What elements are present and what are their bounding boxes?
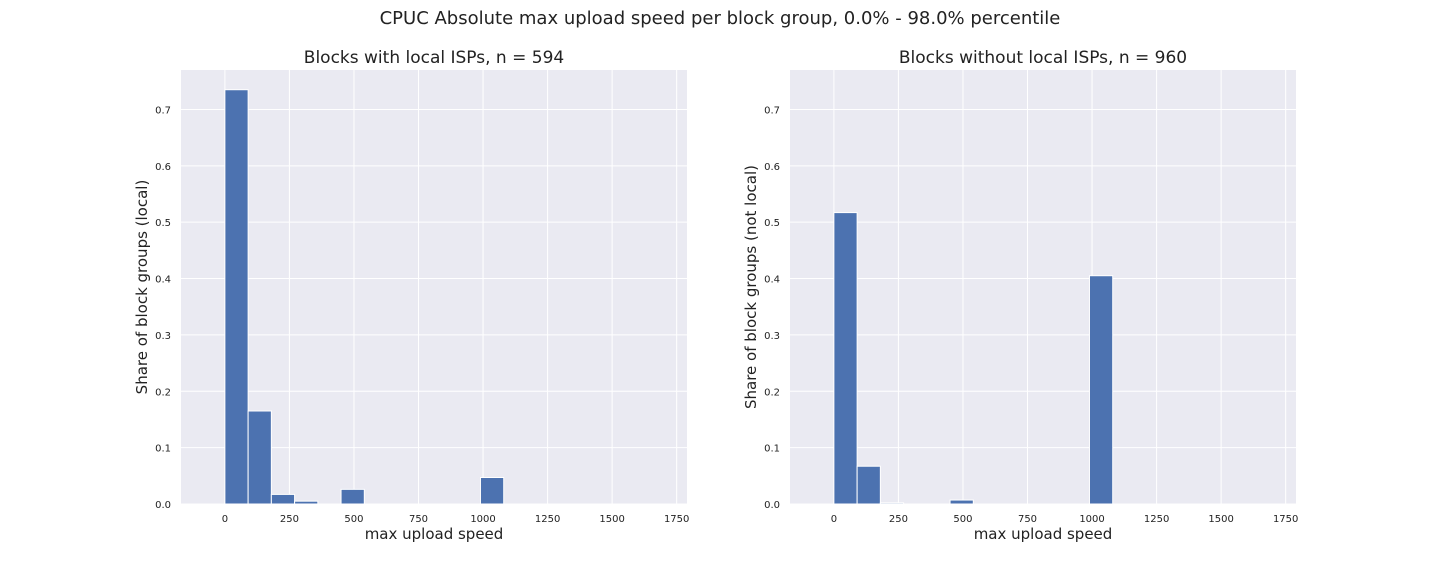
histogram-bar [949, 499, 974, 505]
y-tick-label: 0.2 [764, 387, 780, 398]
x-tick-label: 1750 [1273, 514, 1298, 525]
y-tick-label: 0.1 [155, 444, 171, 455]
x-tick-label: 1000 [1079, 514, 1104, 525]
subplot-title: Blocks with local ISPs, n = 594 [304, 48, 564, 68]
x-tick-label: 500 [953, 514, 972, 525]
histogram-bar [1088, 275, 1114, 505]
y-tick-label: 0.4 [155, 275, 171, 286]
x-tick-label: 750 [409, 514, 428, 525]
y-tick-label: 0.0 [155, 500, 171, 511]
y-tick-label: 0.3 [155, 331, 171, 342]
x-axis-label: max upload speed [974, 525, 1113, 543]
x-tick-label: 0 [222, 514, 228, 525]
y-axis-label: Share of block groups (local) [133, 180, 151, 395]
y-tick-label: 0.1 [764, 444, 780, 455]
subplot-1: 0 250 500 750 1000 1250 1500 1750 0.0 0.1 0.2 0.3 0.… [133, 48, 689, 543]
x-tick-label: 750 [1018, 514, 1037, 525]
y-tick-label: 0.6 [155, 162, 171, 173]
x-tick-label: 1250 [535, 514, 560, 525]
histogram-bar [879, 502, 905, 505]
x-tick-label: 1750 [664, 514, 689, 525]
y-tick-label: 0.2 [155, 387, 171, 398]
subplot-2: 0 250 500 750 1000 1250 1500 1750 0.0 0.1 0.2 0.3 0.… [742, 48, 1298, 543]
x-tick-label: 0 [831, 514, 837, 525]
y-tick-label: 0.3 [764, 331, 780, 342]
histogram-bar [247, 410, 272, 505]
x-tick-label: 250 [280, 514, 299, 525]
x-tick-label: 250 [889, 514, 908, 525]
figure-title: CPUC Absolute max upload speed per block… [379, 8, 1061, 29]
x-tick-label: 500 [344, 514, 363, 525]
y-tick-label: 0.7 [155, 105, 171, 116]
histogram-bar [340, 488, 365, 505]
y-tick-label: 0.4 [764, 275, 780, 286]
histogram-bar [270, 493, 296, 505]
subplot-title: Blocks without local ISPs, n = 960 [899, 48, 1187, 68]
histogram-bar [294, 500, 319, 505]
x-axis-label: max upload speed [365, 525, 504, 543]
x-tick-label: 1500 [599, 514, 624, 525]
plot-area [790, 70, 1296, 504]
y-tick-label: 0.5 [155, 218, 171, 229]
histogram-bar [833, 212, 858, 505]
y-axis-label: Share of block groups (not local) [742, 165, 760, 409]
y-tick-label: 0.6 [764, 162, 780, 173]
histogram-bar [479, 477, 505, 505]
y-tick-label: 0.5 [764, 218, 780, 229]
x-tick-label: 1250 [1144, 514, 1169, 525]
y-tick-label: 0.7 [764, 105, 780, 116]
y-tick-label: 0.0 [764, 500, 780, 511]
histogram-bar [224, 89, 249, 505]
x-tick-label: 1500 [1208, 514, 1233, 525]
x-tick-label: 1000 [470, 514, 495, 525]
histogram-bar [856, 465, 881, 505]
